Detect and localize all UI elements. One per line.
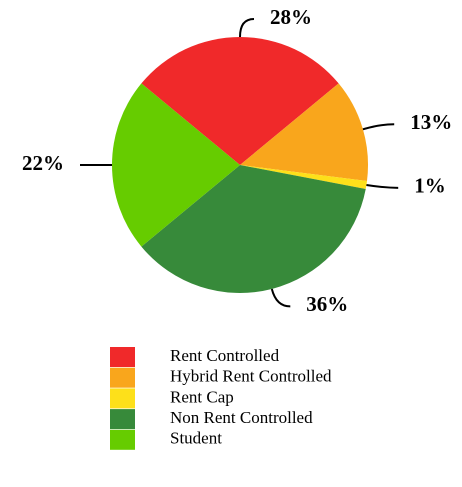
legend-swatch <box>110 388 135 409</box>
legend-label: Non Rent Controlled <box>170 408 313 427</box>
legend-swatch <box>110 409 135 430</box>
data-label: 1% <box>414 174 446 198</box>
data-label: 28% <box>270 5 312 29</box>
legend-label: Hybrid Rent Controlled <box>170 367 332 386</box>
leader-line <box>270 288 291 308</box>
legend-label: Student <box>170 429 222 448</box>
legend-label: Rent Cap <box>170 387 234 406</box>
pie-slice <box>111 83 240 247</box>
legend-swatch <box>110 429 135 450</box>
legend-label: Rent Controlled <box>170 346 280 365</box>
pie-slice <box>141 165 366 293</box>
pie-slice <box>141 37 339 165</box>
legend-swatch <box>110 367 135 388</box>
leader-line <box>239 18 255 38</box>
data-label: 22% <box>22 151 64 175</box>
pie-slice <box>240 83 368 182</box>
legend-swatch <box>110 347 135 367</box>
leader-line <box>366 184 399 189</box>
pie-slice <box>240 165 367 189</box>
leader-line <box>362 123 395 131</box>
data-label: 13% <box>410 110 452 134</box>
data-label: 36% <box>306 292 348 316</box>
